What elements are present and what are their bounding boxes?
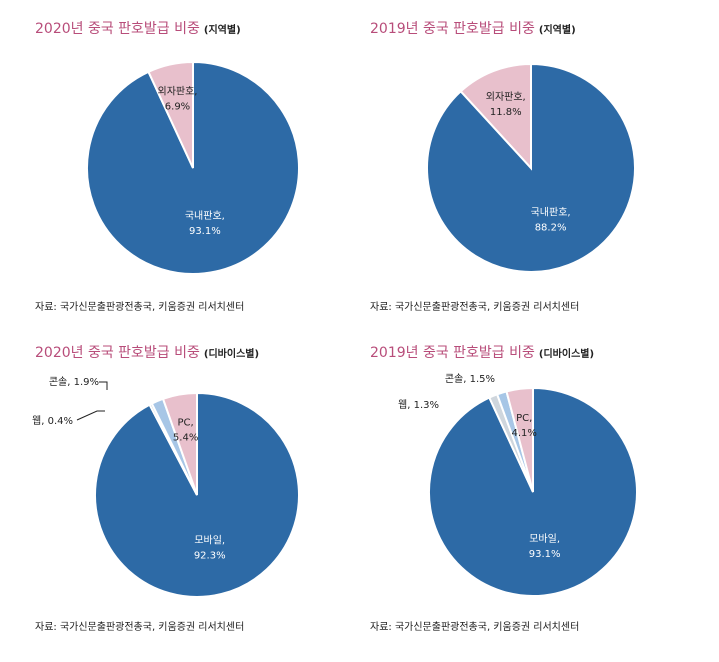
slice-label: 웹, 0.4% [32, 415, 73, 427]
source-note: 자료: 국가신문출판광전총국, 키움증권 리서치센터 [370, 622, 580, 633]
chart-title-sub: (지역별) [538, 25, 576, 36]
slice-value-label: 93.1% [529, 549, 561, 560]
slice-label: 콘솔, 1.9% [49, 376, 99, 388]
source-note: 자료: 국가신문출판광전총국, 키움증권 리서치센터 [35, 302, 245, 313]
pie-slice-외자판호 [459, 62, 532, 171]
slice-label: 외자판호, [486, 91, 526, 103]
pie-chart-2019-region: 국내판호, 88.2% 외자판호, 11.8% [426, 62, 636, 273]
slice-value-label: 4.1% [511, 428, 536, 439]
slice-label: 국내판호, [531, 206, 571, 218]
chart-title-main: 2019년 중국 판호발급 비중 [370, 21, 535, 37]
pie-slice-국내판호 [426, 62, 636, 273]
chart-title-main: 2019년 중국 판호발급 비중 [370, 345, 535, 361]
pie-slice-외자판호 [147, 60, 194, 169]
slice-value-label: 11.8% [490, 107, 522, 118]
callout-line [76, 410, 105, 421]
chart-title-sub: (디바이스별) [203, 349, 260, 360]
slice-value-label: 93.1% [189, 226, 221, 237]
chart-title-main: 2020년 중국 판호발급 비중 [35, 21, 200, 37]
chart-title-main: 2020년 중국 판호발급 비중 [35, 345, 200, 361]
slice-value-label: 5.4% [173, 433, 198, 444]
slice-label: PC, [178, 418, 194, 429]
chart-title: 2020년 중국 판호발급 비중 (디바이스별) [35, 342, 259, 362]
slice-label: 국내판호, [185, 210, 225, 222]
pie-chart-2019-device: 모바일, 93.1% 웹, 1.3% 콘솔, 1.5% PC, 4.1% [398, 373, 638, 597]
pie-chart-2020-region: 국내판호, 93.1% 외자판호, 6.9% [86, 60, 300, 275]
slice-value-label: 92.3% [194, 550, 226, 561]
chart-title: 2019년 중국 판호발급 비중 (디바이스별) [370, 342, 594, 362]
slice-label: 모바일, [194, 534, 225, 546]
slice-label: 모바일, [529, 533, 560, 545]
chart-title-sub: (지역별) [203, 25, 241, 36]
chart-panel-2020-region: 2020년 중국 판호발급 비중 (지역별) 국내판호, 93.1% 외자판호, 6.9… [35, 18, 375, 338]
callout-line [99, 381, 108, 390]
chart-title: 2019년 중국 판호발급 비중 (지역별) [370, 18, 576, 38]
chart-title-sub: (디바이스별) [538, 349, 595, 360]
pie-chart-2020-device: 모바일, 92.3% 웹, 0.4% 콘솔, 1.9% PC, 5.4% [32, 376, 300, 598]
source-note: 자료: 국가신문출판광전총국, 키움증권 리서치센터 [35, 622, 245, 633]
slice-label: 콘솔, 1.5% [445, 373, 495, 385]
chart-panel-2019-region: 2019년 중국 판호발급 비중 (지역별) 국내판호, 88.2% 외자판호, 11.… [370, 18, 710, 338]
chart-title: 2020년 중국 판호발급 비중 (지역별) [35, 18, 241, 38]
slice-label: PC, [516, 413, 532, 424]
source-note: 자료: 국가신문출판광전총국, 키움증권 리서치센터 [370, 302, 580, 313]
chart-panel-2020-device: 2020년 중국 판호발급 비중 (디바이스별) 모바일, 92.3% 웹, 0.4%… [32, 342, 375, 662]
slice-label: 웹, 1.3% [398, 399, 439, 411]
chart-panel-2019-device: 2019년 중국 판호발급 비중 (디바이스별) 모바일, 93.1% 웹, 1.3%… [370, 342, 710, 662]
slice-value-label: 88.2% [535, 222, 567, 233]
pie-slice-PC [505, 386, 534, 493]
pie-slice-PC [161, 391, 198, 496]
slice-value-label: 6.9% [165, 102, 190, 113]
slice-label: 외자판호, [158, 86, 198, 98]
